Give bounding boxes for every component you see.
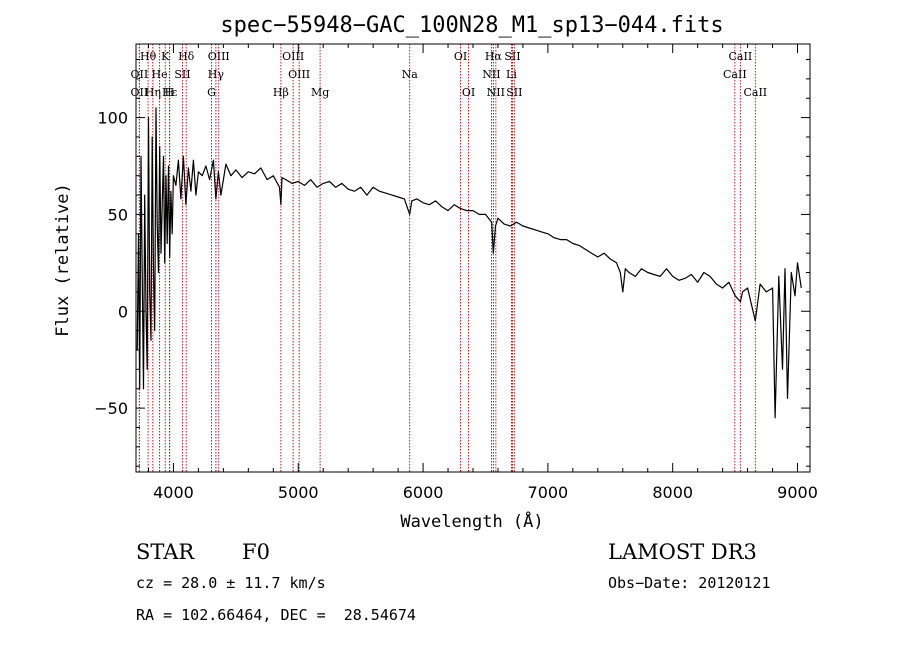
spectral-line-label: He xyxy=(152,68,168,81)
spectral-line-label: H xyxy=(165,86,175,99)
x-tick-label: 4000 xyxy=(153,483,194,502)
spectral-line-label: Hδ xyxy=(178,50,195,63)
spectral-line-label: Li xyxy=(506,68,517,81)
spectral-line-label: Mg xyxy=(311,86,329,99)
y-axis-label: Flux (relative) xyxy=(53,183,73,337)
spectrum-line xyxy=(136,107,802,419)
spectral-line-label: NII xyxy=(482,68,500,81)
spectral-line-label: OI xyxy=(454,50,467,63)
x-axis-label: Wavelength (Å) xyxy=(400,510,543,532)
spectral-line-label: NII xyxy=(487,86,505,99)
spectral-line-label: Hη xyxy=(145,86,161,99)
spectral-line-label: Hα xyxy=(485,50,503,63)
spectral-line-label: Hθ xyxy=(140,50,157,63)
x-tick-label: 7000 xyxy=(528,483,569,502)
x-tick-label: 5000 xyxy=(278,483,319,502)
spectral-line-label: Hβ xyxy=(273,86,289,99)
plot-frame xyxy=(135,43,811,473)
spectral-line-label: Hε xyxy=(162,86,178,99)
spectral-line-label: Hγ xyxy=(208,68,225,81)
spectral-line-label: OIII xyxy=(282,50,304,63)
y-tick-label: 50 xyxy=(108,205,128,224)
observation-date: Obs−Date: 20120121 xyxy=(608,574,771,592)
spectral-line-label: SII xyxy=(506,86,522,99)
y-tick-label: 100 xyxy=(97,109,128,128)
coordinates: RA = 102.66464, DEC = 28.54674 xyxy=(136,606,416,624)
spectral-line-label: OII xyxy=(131,68,149,81)
spectral-line-label: SII xyxy=(504,50,520,63)
x-tick-label: 6000 xyxy=(403,483,444,502)
spectral-line-label: OII xyxy=(131,86,149,99)
spectral-line-label: OIII xyxy=(208,50,230,63)
spectral-line-label: Na xyxy=(402,68,419,81)
spectral-line-label: CaII xyxy=(743,86,767,99)
y-tick-label: −50 xyxy=(94,399,128,418)
object-class: STAR xyxy=(136,540,195,564)
survey-name: LAMOST DR3 xyxy=(608,540,757,564)
redshift-cz: cz = 28.0 ± 11.7 km/s xyxy=(136,574,326,592)
spectral-line-label: K xyxy=(161,50,170,63)
spectral-line-label: CaII xyxy=(729,50,753,63)
spectral-line-label: OIII xyxy=(288,68,310,81)
spectral-line-label: CaII xyxy=(723,68,747,81)
object-subclass: F0 xyxy=(242,540,270,564)
spectral-line-label: SII xyxy=(174,68,190,81)
chart-title: spec−55948−GAC_100N28_M1_sp13−044.fits xyxy=(220,13,723,38)
x-tick-label: 8000 xyxy=(652,483,693,502)
x-tick-label: 9000 xyxy=(777,483,818,502)
spectral-line-label: OI xyxy=(462,86,475,99)
spectral-line-label: G xyxy=(207,86,216,99)
y-tick-label: 0 xyxy=(118,302,128,321)
